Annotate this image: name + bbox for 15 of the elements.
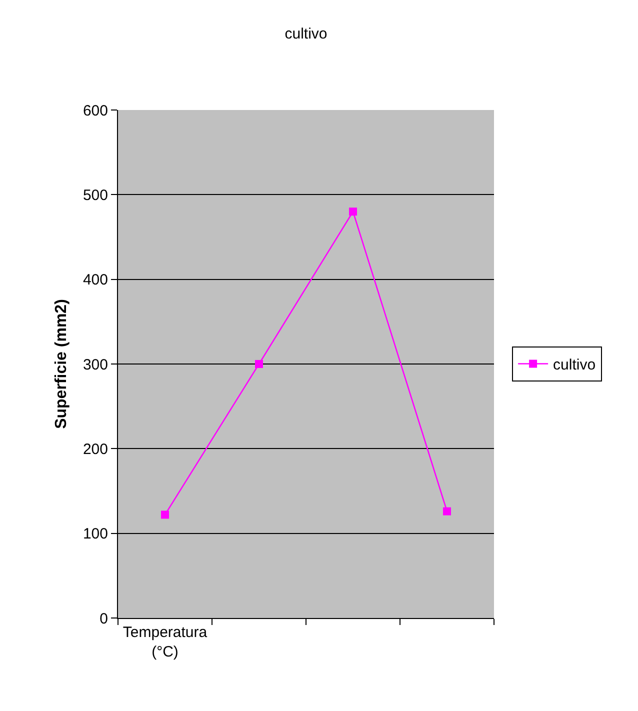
- point: [443, 507, 451, 516]
- legend-label: cultivo: [553, 356, 596, 374]
- y-axis-title: Superficie (mm2): [52, 299, 70, 429]
- point: [161, 510, 169, 519]
- point: [349, 208, 357, 216]
- y-tick-label: 400: [82, 272, 108, 289]
- y-tick-label: 500: [82, 186, 108, 204]
- y-tick-label: 0: [100, 610, 108, 628]
- y-tick-label: 300: [82, 356, 108, 374]
- y-tick-label: 200: [82, 440, 108, 458]
- point: [255, 360, 263, 368]
- y-tick-label: 100: [82, 526, 108, 543]
- chart-title: cultivo: [284, 26, 328, 42]
- x-tick-label: Temperatura (°C): [122, 624, 208, 660]
- y-tick-label: 600: [82, 102, 108, 120]
